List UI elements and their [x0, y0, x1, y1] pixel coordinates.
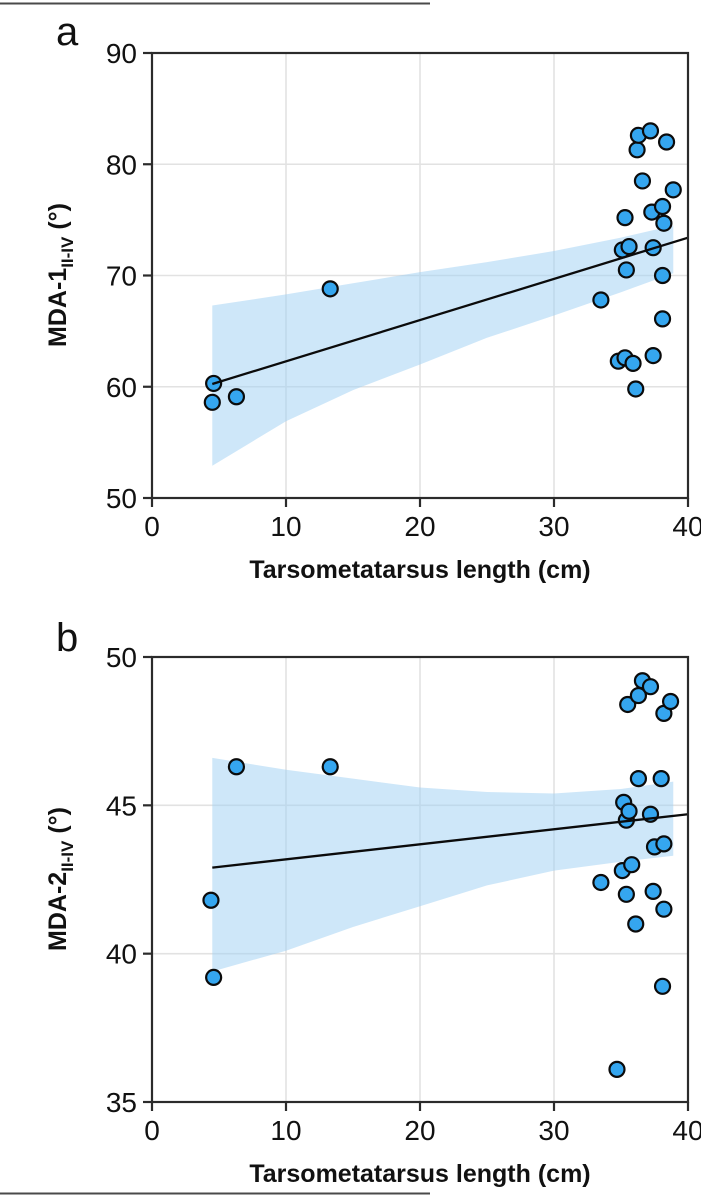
- data-point: [227, 388, 246, 406]
- data-point: [617, 885, 635, 903]
- data-point: [608, 1060, 626, 1078]
- data-point: [655, 214, 673, 232]
- data-point: [628, 141, 646, 159]
- x-tick-label: 10: [270, 511, 301, 542]
- x-tick-label: 30: [538, 511, 569, 542]
- data-point: [205, 968, 223, 987]
- data-point: [627, 380, 645, 398]
- data-point: [655, 900, 673, 918]
- data-point: [321, 758, 339, 776]
- data-point: [641, 678, 660, 696]
- panel-b-y-axis-title: MDA-2II-IV (°): [44, 807, 77, 951]
- x-tick-label: 40: [672, 1115, 701, 1146]
- x-tick-label: 30: [538, 1115, 569, 1146]
- y-tick-label: 50: [106, 642, 137, 673]
- y-tick-label: 80: [106, 149, 137, 180]
- y-tick-label: 45: [106, 790, 137, 821]
- x-tick-label: 0: [144, 511, 160, 542]
- data-point: [657, 133, 676, 151]
- data-point: [619, 695, 637, 714]
- data-point: [620, 237, 638, 256]
- x-tick-label: 0: [144, 1115, 160, 1146]
- y-tick-label: 70: [106, 261, 137, 292]
- panel-b-x-axis-title: Tarsometatarsus length (cm): [249, 1160, 590, 1188]
- data-point: [627, 915, 645, 933]
- data-point: [620, 802, 638, 820]
- x-tick-label: 20: [404, 511, 435, 542]
- data-point: [227, 758, 246, 776]
- data-point: [616, 209, 634, 227]
- panel-b: b 0 10 20 30 40 35 40 45 50 MDA-2II-IV (°) Tarso…: [44, 616, 701, 1188]
- data-point: [633, 172, 652, 190]
- panel-b-letter: b: [56, 616, 78, 660]
- data-point: [202, 891, 220, 909]
- y-tick-label: 35: [106, 1087, 137, 1118]
- data-point: [617, 261, 635, 279]
- data-point: [592, 291, 610, 309]
- panel-b-plot-area: 0 10 20 30 40 35 40 45 50: [106, 642, 701, 1146]
- panel-a-x-axis-title: Tarsometatarsus length (cm): [249, 556, 590, 584]
- data-point: [623, 856, 641, 874]
- panel-a-plot-area: 0 10 20 30 40 50 60 70 80 90: [106, 38, 701, 542]
- data-point: [203, 393, 221, 411]
- data-point: [653, 266, 672, 285]
- y-tick-label: 60: [106, 372, 137, 403]
- data-point: [664, 181, 682, 199]
- data-point: [321, 280, 339, 298]
- data-point: [629, 770, 648, 788]
- panel-a-y-axis-title: MDA-1II-IV (°): [44, 203, 77, 347]
- data-point: [653, 310, 672, 328]
- confidence-band: [212, 225, 674, 466]
- data-point: [624, 354, 642, 372]
- regression-line: [211, 236, 689, 386]
- y-tick-label: 50: [106, 483, 137, 514]
- panel-a-letter: a: [56, 10, 79, 54]
- regression-line: [212, 813, 689, 869]
- x-tick-label: 10: [270, 1115, 301, 1146]
- confidence-band: [212, 757, 674, 972]
- y-tick-label: 40: [106, 939, 137, 970]
- data-point: [644, 347, 662, 365]
- data-point: [644, 882, 662, 900]
- y-tick-label: 90: [106, 38, 137, 69]
- data-point: [592, 873, 610, 892]
- data-point: [653, 197, 672, 216]
- x-tick-label: 20: [404, 1115, 435, 1146]
- data-point: [653, 977, 672, 995]
- panel-a: a 0 10 20 30 40 50 60 70 80 90 MDA-1II-IV (°) Tar…: [44, 10, 701, 584]
- data-point: [641, 122, 660, 140]
- data-point: [655, 835, 673, 853]
- data-point: [661, 692, 680, 711]
- x-tick-label: 40: [672, 511, 701, 542]
- data-point: [652, 770, 670, 788]
